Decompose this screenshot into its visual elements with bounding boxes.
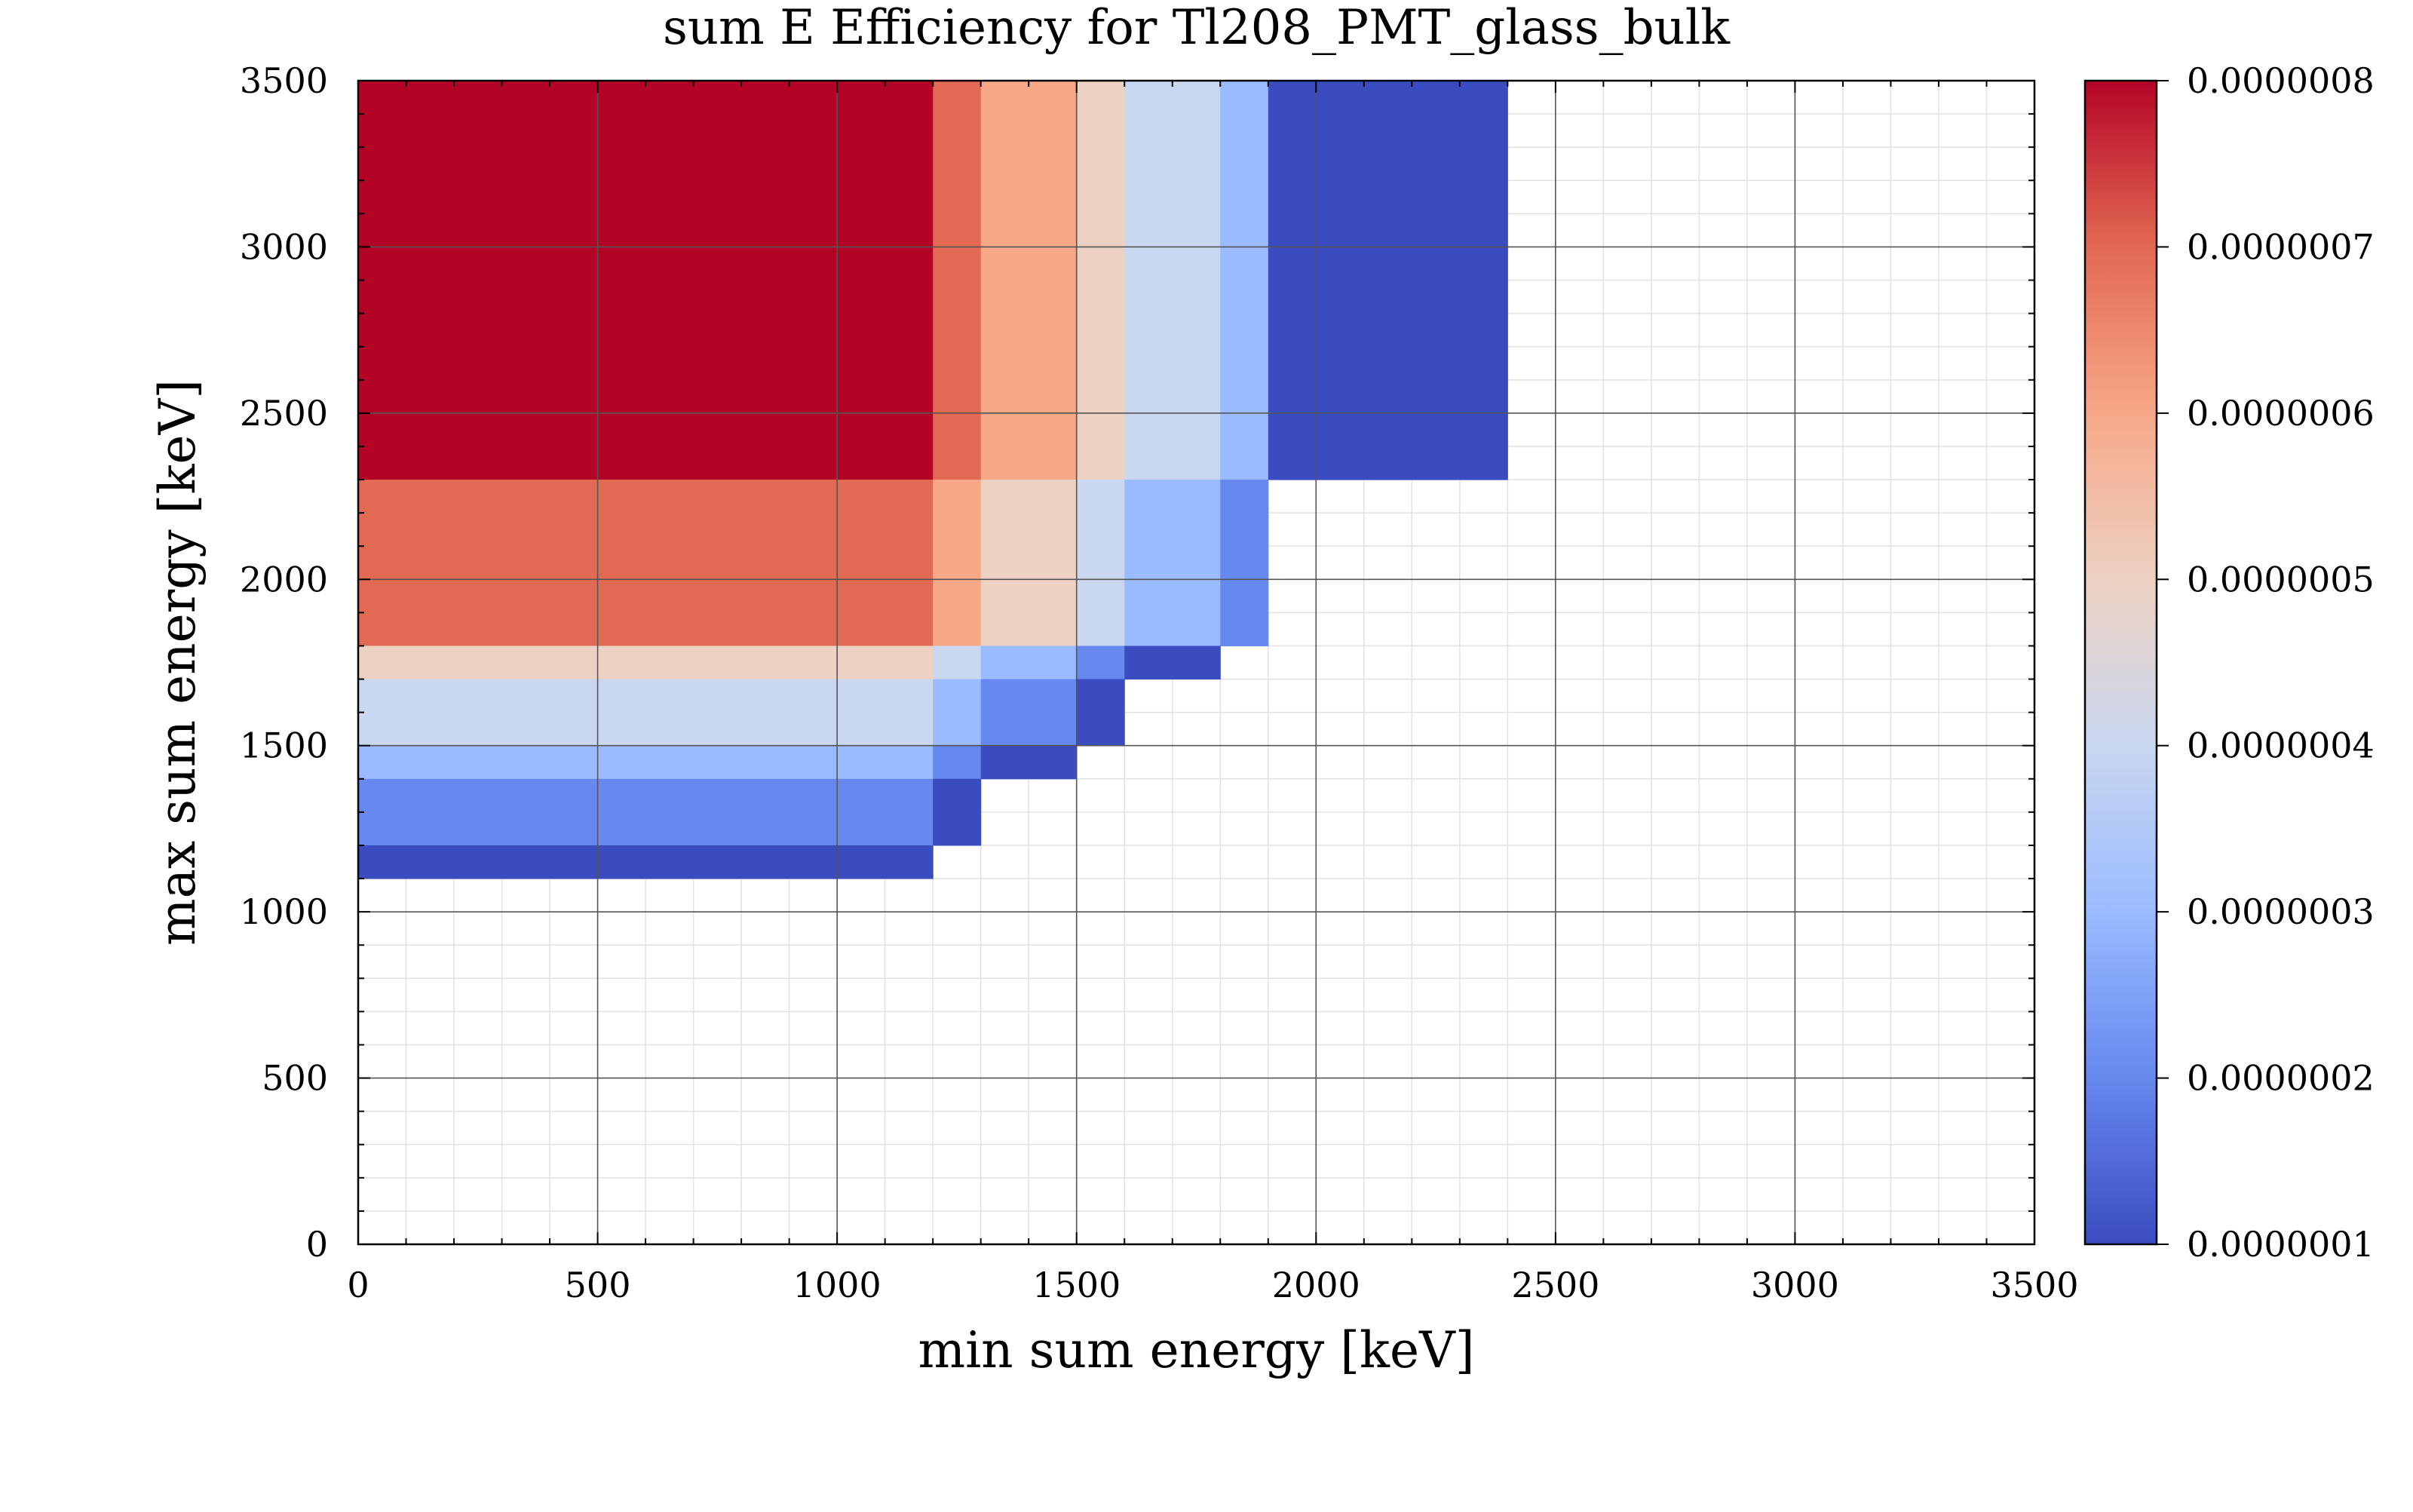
heatmap-cell: [1124, 480, 1221, 646]
x-tick-label: 1000: [793, 1265, 881, 1305]
heatmap-cell: [933, 646, 982, 680]
heatmap-cell: [1268, 81, 1508, 480]
heatmap-cell: [1076, 81, 1125, 480]
heatmap-cell: [1220, 480, 1269, 646]
x-tick-label: 1500: [1032, 1265, 1121, 1305]
heatmap-cell: [1220, 81, 1269, 480]
colorbar-ticks: 0.0000008 0.0000007 0.0000006 0.0000005 0.00…: [2157, 60, 2375, 1265]
heatmap-cell: [1076, 679, 1125, 747]
colorbar: [2085, 81, 2157, 1244]
heatmap-cell: [933, 81, 982, 480]
chart-title: sum E Efficiency for Tl208_PMT_glass_bul…: [663, 0, 1731, 56]
heatmap-cell: [358, 81, 934, 480]
y-axis-label: max sum energy [keV]: [149, 379, 207, 946]
heatmap-cell: [358, 679, 934, 747]
heatmap-cell: [933, 778, 982, 846]
x-axis-label: min sum energy [keV]: [918, 1321, 1474, 1379]
y-tick-label: 1500: [240, 725, 328, 766]
heatmap-cell: [933, 745, 982, 780]
heatmap-cells: [358, 81, 1508, 879]
major-gridlines: [358, 81, 2034, 1244]
colorbar-frame: [2083, 79, 2158, 1246]
x-tick-label: 3500: [1990, 1265, 2078, 1305]
y-tick-label: 0: [306, 1224, 328, 1265]
heatmap-cell: [358, 480, 934, 646]
colorbar-tick-label: 0.0000001: [2187, 1224, 2375, 1265]
axis-ticks: [357, 80, 2035, 1245]
y-tick-label: 2000: [240, 559, 328, 600]
heatmap-cell: [358, 646, 934, 680]
x-tick-label: 500: [565, 1265, 631, 1305]
colorbar-tick-label: 0.0000003: [2187, 891, 2375, 932]
heatmap-cell: [933, 679, 982, 747]
heatmap-cell: [1076, 646, 1125, 680]
y-tick-label: 3500: [240, 60, 328, 101]
heatmap-cell: [358, 845, 934, 879]
x-tick-label: 2000: [1272, 1265, 1360, 1305]
y-tick-label: 3000: [240, 226, 328, 267]
heatmap-cell: [358, 745, 934, 780]
y-tick-label: 2500: [240, 393, 328, 434]
heatmap-cell: [980, 745, 1078, 780]
colorbar-tick-label: 0.0000004: [2187, 725, 2375, 766]
x-tick-labels: 0 500 1000 1500 2000 2500 3000 3500: [347, 1265, 2078, 1305]
heatmap-cell: [1124, 646, 1221, 680]
heatmap-cell: [933, 480, 982, 646]
heatmap-cell: [980, 679, 1078, 747]
heatmap-cell: [1076, 480, 1125, 646]
heatmap-cell: [980, 646, 1078, 680]
y-tick-labels: 0 500 1000 1500 2000 2500 3000 3500: [240, 60, 328, 1265]
plot-frame: [357, 79, 2036, 1246]
colorbar-tick-label: 0.0000002: [2187, 1058, 2375, 1099]
y-tick-label: 1000: [240, 891, 328, 932]
x-tick-label: 2500: [1511, 1265, 1599, 1305]
y-tick-label: 500: [262, 1058, 328, 1099]
heatmap-cell: [980, 480, 1078, 646]
heatmap-cell: [358, 778, 934, 846]
colorbar-tick-label: 0.0000005: [2187, 559, 2375, 600]
x-tick-label: 3000: [1751, 1265, 1839, 1305]
heatmap-cell: [980, 81, 1078, 480]
x-tick-label: 0: [347, 1265, 369, 1305]
colorbar-tick-label: 0.0000007: [2187, 226, 2375, 267]
colorbar-tick-label: 0.0000008: [2187, 60, 2375, 101]
colorbar-tick-label: 0.0000006: [2187, 393, 2375, 434]
heatmap-cell: [1124, 81, 1221, 480]
